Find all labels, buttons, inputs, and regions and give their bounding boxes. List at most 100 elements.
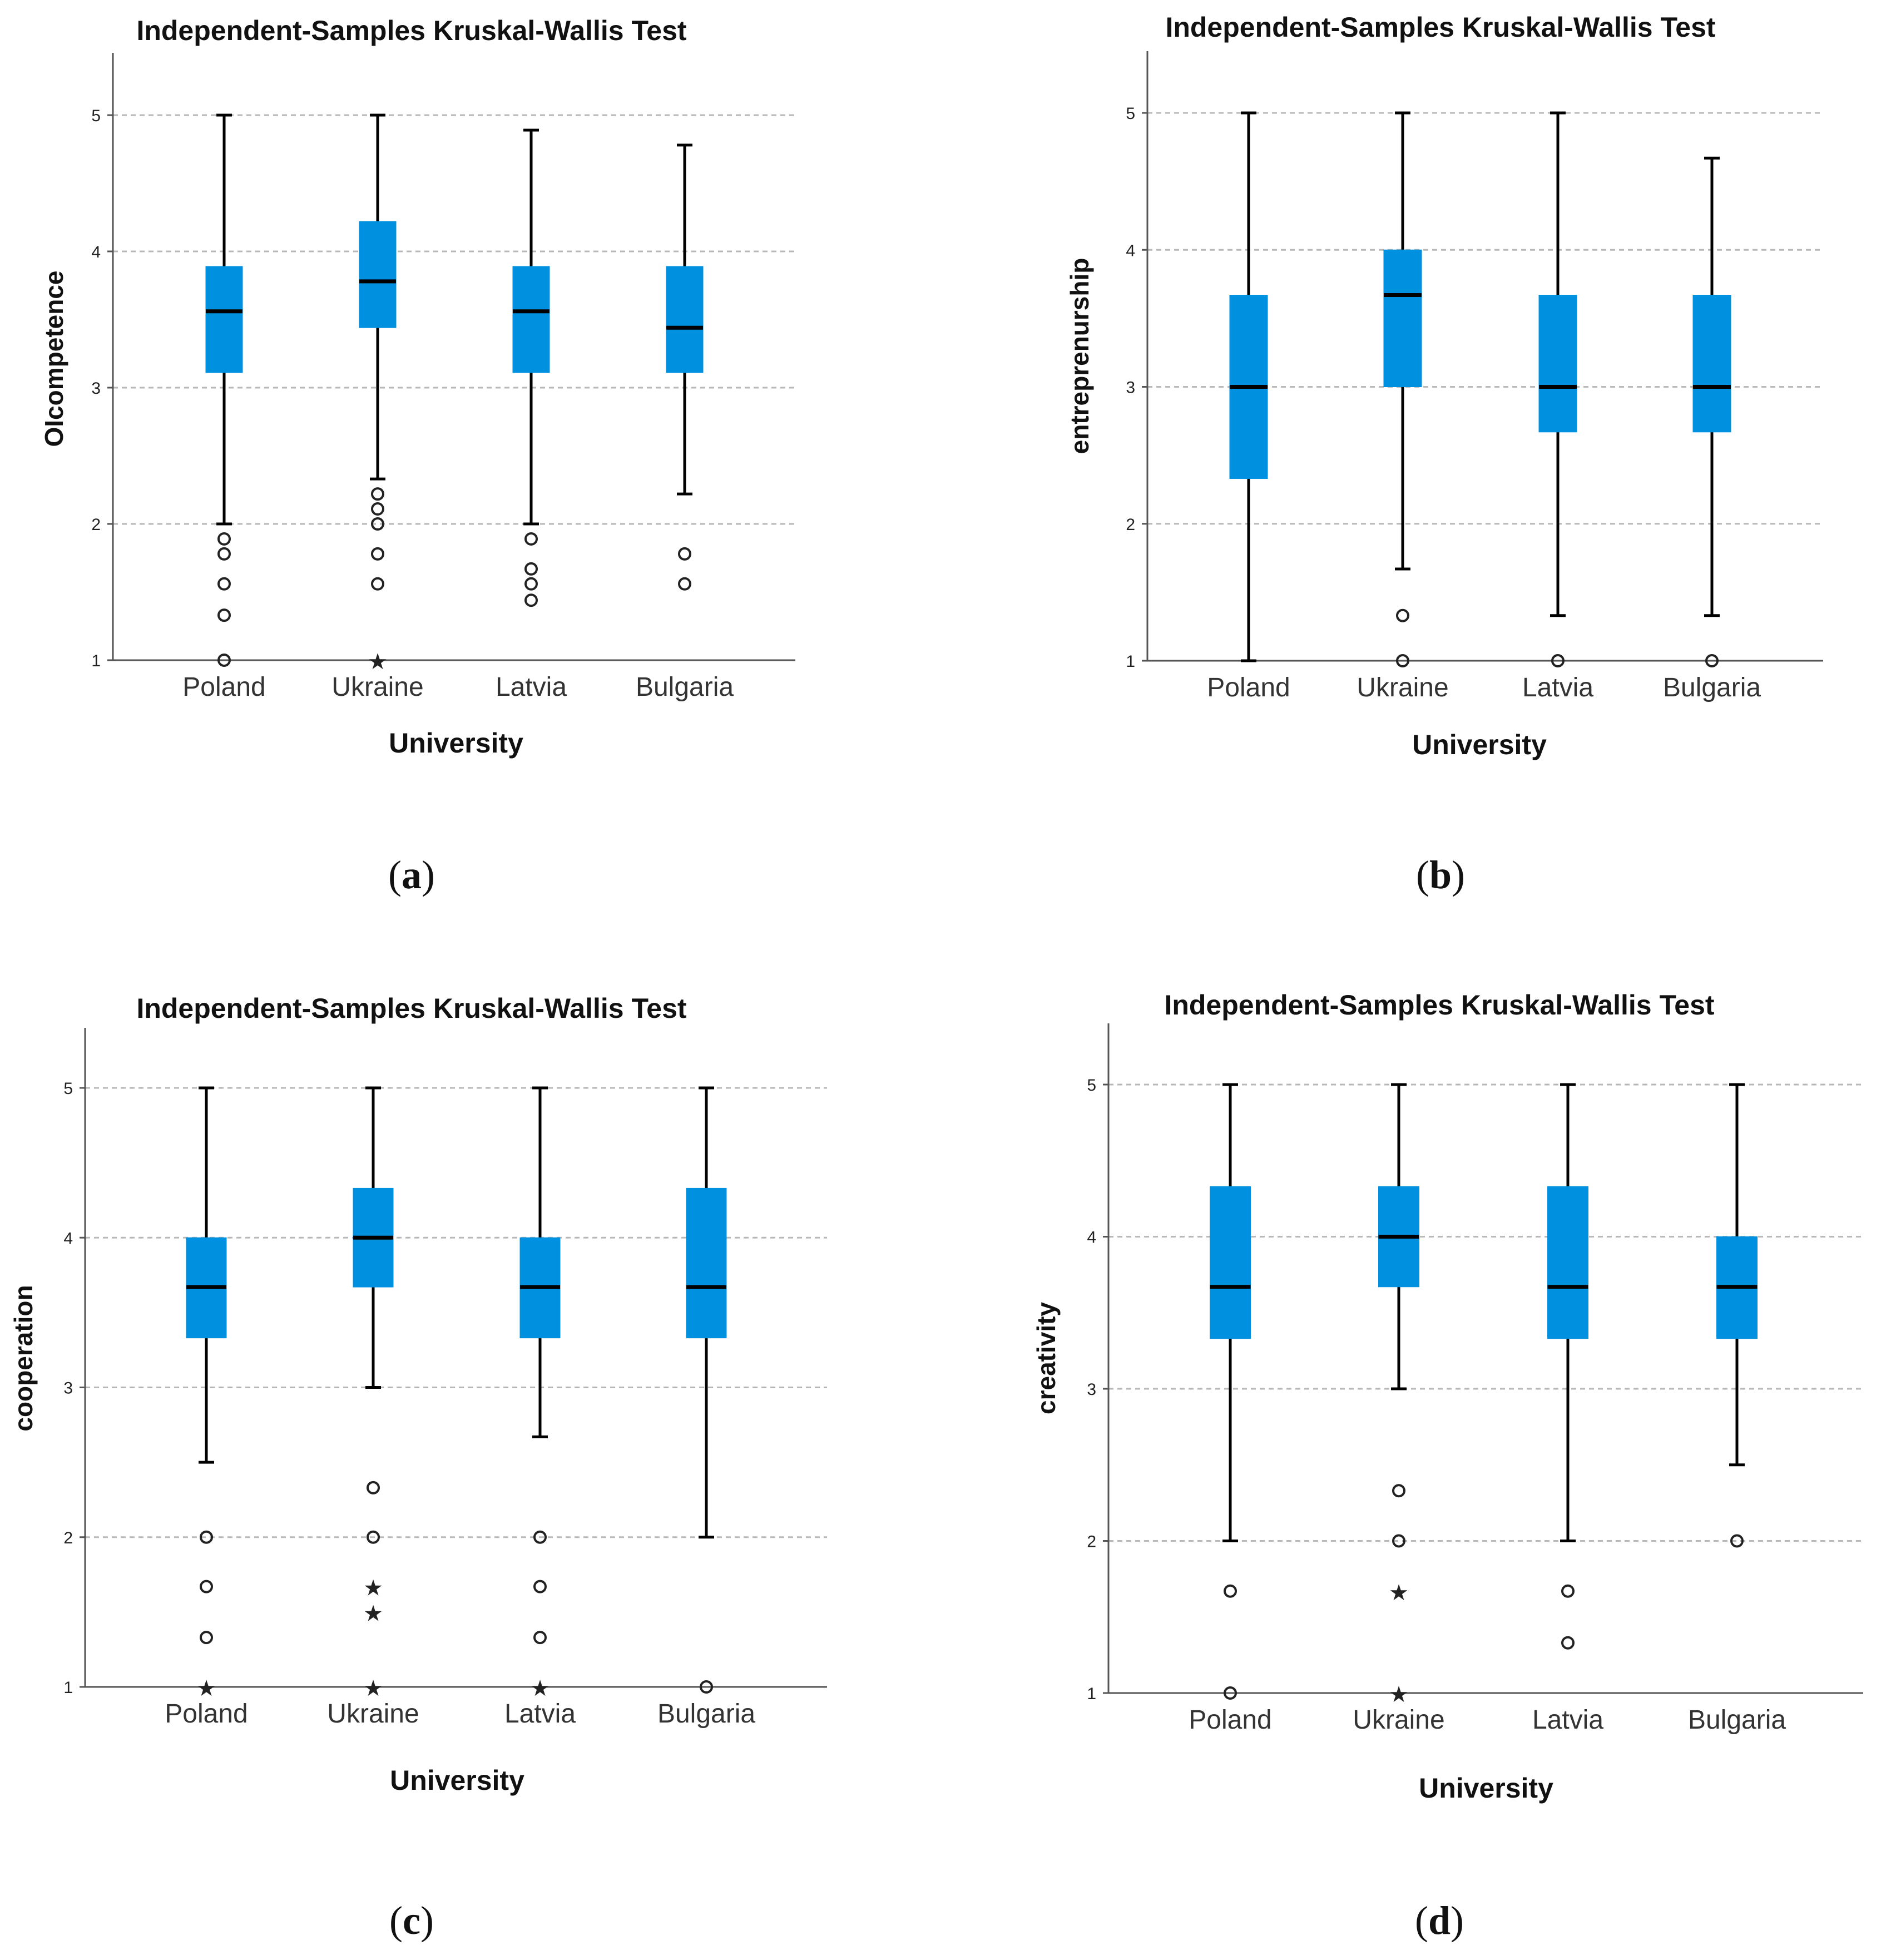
y-tick-label: 1 bbox=[91, 652, 101, 670]
x-tick-label: Ukraine bbox=[1353, 1705, 1444, 1735]
x-axis-label: University bbox=[1412, 729, 1547, 760]
outlier-point bbox=[371, 577, 384, 591]
box-poland bbox=[1229, 111, 1268, 662]
outlier-point bbox=[1224, 1686, 1237, 1700]
box-bulgaria bbox=[1716, 1083, 1758, 1548]
y-tick-label: 5 bbox=[1087, 1076, 1096, 1095]
y-tick-label: 1 bbox=[1126, 652, 1135, 671]
y-tick-label: 4 bbox=[63, 1229, 73, 1248]
outlier-point bbox=[1392, 1484, 1405, 1498]
x-axis-label: University bbox=[390, 1765, 524, 1796]
chart-panel-b: 1 2 3 4 5 Poland Ukraine Latvia Bulgaria Indepen… bbox=[946, 0, 1891, 980]
outlier-point bbox=[1561, 1584, 1575, 1598]
box-poland: ★ bbox=[186, 1086, 227, 1701]
extreme-point: ★ bbox=[530, 1676, 550, 1701]
x-axis-label: University bbox=[1419, 1773, 1553, 1804]
outlier-point bbox=[217, 532, 231, 546]
box-ukraine: ★★★ bbox=[353, 1086, 394, 1701]
y-tick-label: 4 bbox=[1126, 241, 1135, 260]
x-tick-label: Latvia bbox=[1522, 673, 1593, 702]
box-iqr bbox=[1210, 1186, 1251, 1339]
x-tick-label: Bulgaria bbox=[657, 1699, 755, 1729]
outlier-point bbox=[371, 487, 384, 501]
box-ukraine: ★ bbox=[359, 113, 397, 675]
box-poland bbox=[205, 113, 243, 667]
y-tick-label: 2 bbox=[1126, 516, 1135, 534]
chart-title: Independent-Samples Kruskal-Wallis Test bbox=[136, 15, 686, 46]
y-axis-label: cooperation bbox=[9, 1285, 38, 1431]
box-iqr bbox=[666, 266, 704, 373]
panel-caption: (d) bbox=[1415, 1898, 1464, 1943]
panel-caption: (b) bbox=[1416, 853, 1465, 897]
outlier-point bbox=[524, 532, 538, 546]
box-iqr bbox=[359, 221, 397, 328]
x-tick-label: Poland bbox=[165, 1699, 247, 1729]
y-tick-label: 2 bbox=[91, 516, 101, 534]
x-tick-label: Poland bbox=[182, 672, 265, 702]
box-plot-entreprenurship: 1 2 3 4 5 Poland Ukraine Latvia Bulgaria Indepen… bbox=[1065, 12, 1823, 897]
chart-title: Independent-Samples Kruskal-Wallis Test bbox=[136, 993, 686, 1024]
panel-caption: (c) bbox=[389, 1898, 434, 1943]
x-tick-label: Bulgaria bbox=[636, 672, 734, 702]
x-tick-label: Latvia bbox=[496, 672, 567, 702]
panel-letter: d bbox=[1428, 1898, 1451, 1943]
y-tick-label: 5 bbox=[63, 1080, 73, 1098]
box-iqr bbox=[1383, 249, 1422, 387]
outlier-point bbox=[217, 577, 231, 591]
y-axis-label: entreprenurship bbox=[1065, 258, 1094, 454]
box-latvia bbox=[1538, 111, 1577, 667]
outlier-point bbox=[217, 547, 231, 561]
box-iqr bbox=[686, 1187, 727, 1339]
x-tick-label: Bulgaria bbox=[1688, 1705, 1786, 1735]
box-bulgaria bbox=[1692, 156, 1731, 667]
extreme-point: ★ bbox=[363, 1576, 383, 1601]
outlier-point bbox=[200, 1580, 213, 1593]
x-tick-label: Bulgaria bbox=[1663, 673, 1761, 702]
box-poland bbox=[1210, 1083, 1251, 1700]
outlier-point bbox=[217, 654, 231, 667]
box-iqr bbox=[205, 266, 243, 373]
box-ukraine bbox=[1383, 111, 1422, 667]
chart-title: Independent-Samples Kruskal-Wallis Test bbox=[1165, 12, 1715, 43]
box-plot-oicompetence: 1 2 3 4 5 Poland Ukraine Latvia Bulgaria ★ Indep… bbox=[39, 15, 795, 897]
x-axis-label: University bbox=[389, 727, 523, 759]
y-tick-label: 3 bbox=[1126, 379, 1135, 397]
outlier-point bbox=[200, 1530, 213, 1544]
x-tick-label: Poland bbox=[1189, 1705, 1271, 1735]
outlier-point bbox=[1705, 654, 1719, 667]
outlier-point bbox=[1561, 1636, 1575, 1650]
outlier-point bbox=[1730, 1534, 1744, 1548]
x-tick-label: Ukraine bbox=[327, 1699, 419, 1729]
box-bulgaria bbox=[686, 1086, 727, 1694]
chart-title: Independent-Samples Kruskal-Wallis Test bbox=[1164, 989, 1714, 1021]
y-tick-label: 2 bbox=[63, 1529, 73, 1547]
chart-panel-d: 1 2 3 4 5 Poland Ukraine Latvia Bulgaria ★ ★ Inde… bbox=[946, 980, 1891, 1960]
panel-letter: a bbox=[402, 853, 422, 897]
x-tick-label: Poland bbox=[1207, 673, 1290, 702]
outlier-point bbox=[1396, 654, 1409, 667]
outlier-point bbox=[1551, 654, 1565, 667]
outlier-point bbox=[1392, 1534, 1405, 1548]
box-latvia bbox=[512, 128, 550, 607]
panel-caption: (a) bbox=[388, 853, 435, 897]
outlier-point bbox=[1396, 608, 1409, 622]
y-tick-label: 2 bbox=[1087, 1533, 1096, 1551]
outlier-point bbox=[524, 577, 538, 591]
x-tick-label: Latvia bbox=[504, 1699, 576, 1729]
box-iqr bbox=[1547, 1186, 1588, 1339]
y-tick-label: 5 bbox=[1126, 105, 1135, 123]
outlier-point bbox=[533, 1580, 547, 1593]
outlier-point bbox=[200, 1631, 213, 1645]
outlier-point bbox=[367, 1481, 380, 1494]
extreme-point: ★ bbox=[363, 1601, 383, 1626]
outlier-point bbox=[371, 547, 384, 561]
y-tick-label: 3 bbox=[91, 379, 101, 398]
x-tick-label: Latvia bbox=[1532, 1705, 1603, 1735]
extreme-point: ★ bbox=[1389, 1682, 1409, 1707]
box-iqr bbox=[1538, 295, 1577, 433]
box-latvia: ★ bbox=[519, 1086, 561, 1701]
chart-panel-a: 1 2 3 4 5 Poland Ukraine Latvia Bulgaria ★ Indep… bbox=[0, 0, 946, 980]
box-latvia bbox=[1547, 1083, 1588, 1650]
y-tick-label: 1 bbox=[63, 1679, 73, 1697]
